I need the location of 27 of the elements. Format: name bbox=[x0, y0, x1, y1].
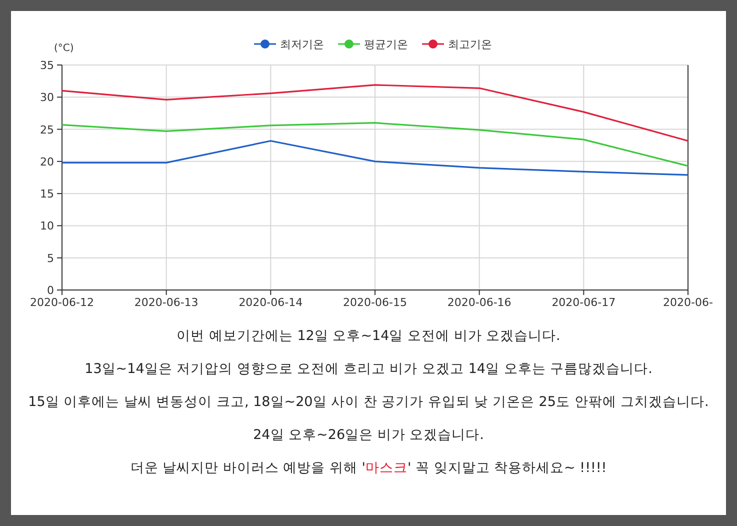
line-series bbox=[61, 140, 689, 176]
legend-label: 최고기온 bbox=[448, 38, 492, 51]
line-series bbox=[61, 84, 689, 142]
y-tick-label: 20 bbox=[40, 155, 54, 168]
legend-label: 평균기온 bbox=[364, 38, 408, 51]
y-tick-label: 30 bbox=[40, 91, 54, 104]
y-tick-label: 5 bbox=[47, 252, 54, 265]
line-series bbox=[61, 122, 689, 167]
text: 13일~14일은 저기압의 영향으로 오전에 흐리고 비가 오겠고 14일 오후는 구름많겠습니다. bbox=[84, 361, 652, 377]
y-tick-label: 25 bbox=[40, 123, 54, 136]
x-tick-label: 2020-06-13 bbox=[134, 296, 198, 309]
text: 더운 날씨지만 바이러스 예방을 위해 '마스크' 꼭 잊지말고 착용하세요~ !!!!! bbox=[130, 460, 607, 476]
x-tick-label: 2020-06-12 bbox=[30, 296, 94, 309]
y-tick-label: 15 bbox=[40, 188, 54, 201]
y-axis-title: (°C) bbox=[54, 43, 74, 54]
x-tick-label: 2020-06-15 bbox=[343, 296, 407, 309]
legend-label: 최저기온 bbox=[280, 38, 324, 51]
x-tick-label: 2020-06-14 bbox=[238, 296, 303, 309]
text: 이번 예보기간에는 12일 오후~14일 오전에 비가 오겠습니다. bbox=[176, 328, 560, 344]
x-tick-label: 2020-06-16 bbox=[447, 296, 512, 309]
y-tick-label: 0 bbox=[47, 284, 54, 297]
text: 24일 오후~26일은 비가 오겠습니다. bbox=[253, 427, 484, 443]
x-tick-label: 2020-06- bbox=[663, 296, 713, 309]
x-tick-label: 2020-06-17 bbox=[552, 296, 616, 309]
text: 15일 이후에는 날씨 변동성이 크고, 18일~20일 사이 찬 공기가 유입되 낮 기온은 25도 안팎에 그치겠습니다. bbox=[28, 394, 709, 410]
y-tick-label: 10 bbox=[40, 220, 54, 233]
y-tick-label: 35 bbox=[40, 59, 54, 72]
